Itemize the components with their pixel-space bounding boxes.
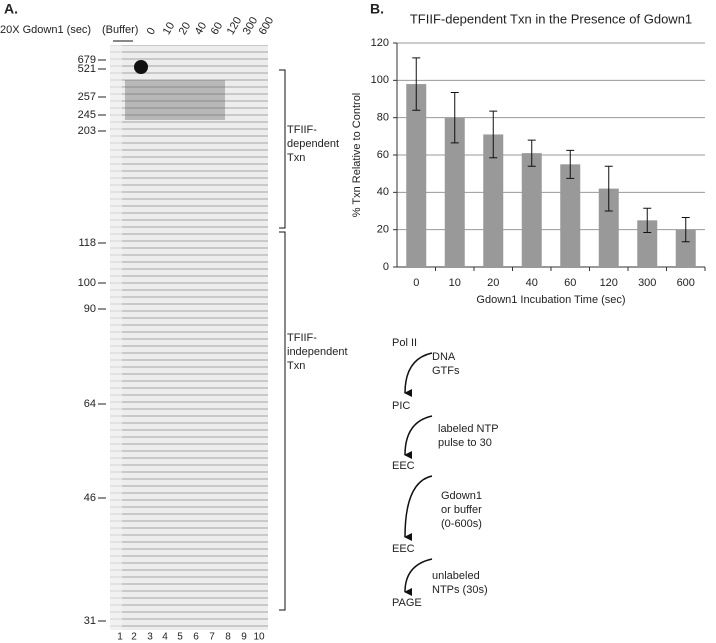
marker-label: 521 [78,63,96,75]
scheme-annotation: GTFs [432,365,460,377]
bracket-label: TFIIF- [287,332,317,344]
scheme-step: EEC [392,543,415,555]
x-tick-label: 10 [449,277,461,289]
scheme-annotation: Gdown1 [441,490,482,502]
time-label: 600 [257,15,277,37]
bracket-label: dependent [287,138,339,150]
y-axis-label: % Txn Relative to Control [351,93,363,218]
scheme-annotation: labeled NTP [438,423,499,435]
marker-label: 64 [84,398,96,410]
buffer-label: (Buffer) [102,24,138,36]
scheme-step: EEC [392,460,415,472]
lane-number: 1 [117,632,123,643]
scheme-arrow [404,558,433,597]
panel-label: A. [4,1,18,17]
scheme-arrow [404,415,433,460]
marker-label: 245 [78,109,96,121]
error-bar [681,217,690,243]
bracket-label: TFIIF- [287,124,317,136]
bar [521,153,542,267]
error-bar [450,91,459,144]
condition-label: 20X Gdown1 (sec) [0,24,91,36]
error-bar [643,207,652,233]
lane-number: 7 [209,632,215,643]
scheme-annotation: pulse to 30 [438,437,492,449]
x-tick-label: 40 [526,277,538,289]
y-tick-label: 0 [383,261,389,273]
time-label: 10 [161,20,178,37]
x-tick-label: 60 [564,277,576,289]
error-bar [566,149,575,179]
scheme-annotation: unlabeled [432,570,480,582]
y-tick-label: 20 [377,224,389,236]
bracket [279,69,286,229]
scheme-annotation: or buffer [441,504,482,516]
marker-label: 118 [78,237,96,249]
lane-number: 4 [162,632,168,643]
scheme-annotation: NTPs (30s) [432,584,488,596]
scheme-annotation: DNA [432,351,456,363]
time-label: 120 [225,15,245,37]
y-tick-label: 120 [371,37,389,49]
lane-number: 2 [131,632,137,643]
scheme-step: Pol II [392,337,417,349]
time-label: 40 [193,20,210,37]
scheme-annotation: (0-600s) [441,518,482,530]
bar [406,84,427,267]
bar [675,229,696,267]
bar [637,220,658,267]
error-bar [527,139,536,167]
y-tick-label: 60 [377,149,389,161]
bracket-label: Txn [287,152,305,164]
y-tick-label: 100 [371,74,389,86]
marker-label: 203 [78,125,96,137]
error-bar [489,110,498,159]
bracket-label: independent [287,346,348,358]
lane-number: 8 [225,632,231,643]
gel-spot [134,60,148,74]
time-label: 0 [145,26,158,37]
bar [560,164,581,267]
bar [444,117,465,268]
time-label: 300 [241,15,261,37]
marker-label: 31 [84,615,96,627]
marker-label: 257 [78,91,96,103]
lane-number: 6 [193,632,199,643]
lane-number: 10 [253,632,265,643]
x-tick-label: 600 [677,277,695,289]
marker-label: 90 [84,303,96,315]
scheme-arrow [404,475,433,542]
gel-marker-lane [110,45,122,630]
bracket [279,231,286,611]
scheme-arrow [404,352,433,398]
bracket-label: Txn [287,360,305,372]
y-tick-label: 80 [377,112,389,124]
x-tick-label: 300 [638,277,656,289]
bar [598,188,619,267]
marker-label: 100 [78,277,96,289]
lane-number: 3 [147,632,153,643]
gel-image [110,45,268,630]
marker-label: 46 [84,492,96,504]
x-tick-label: 120 [600,277,618,289]
x-axis-label: Gdown1 Incubation Time (sec) [476,294,625,306]
lane-number: 5 [177,632,183,643]
error-bar [604,165,613,212]
lane-number: 9 [241,632,247,643]
panel-label: B. [370,1,384,17]
error-bar [412,57,421,111]
time-label: 60 [209,20,226,37]
time-label: 20 [177,20,194,37]
gel-smear [125,80,225,120]
scheme-step: PIC [392,400,410,412]
x-tick-label: 0 [413,277,419,289]
scheme-step: PAGE [392,597,422,609]
y-tick-label: 40 [377,186,389,198]
marker-label: 679 [78,54,96,66]
bar [483,134,504,267]
x-tick-label: 20 [487,277,499,289]
chart-title: TFIIF-dependent Txn in the Presence of G… [410,11,692,26]
